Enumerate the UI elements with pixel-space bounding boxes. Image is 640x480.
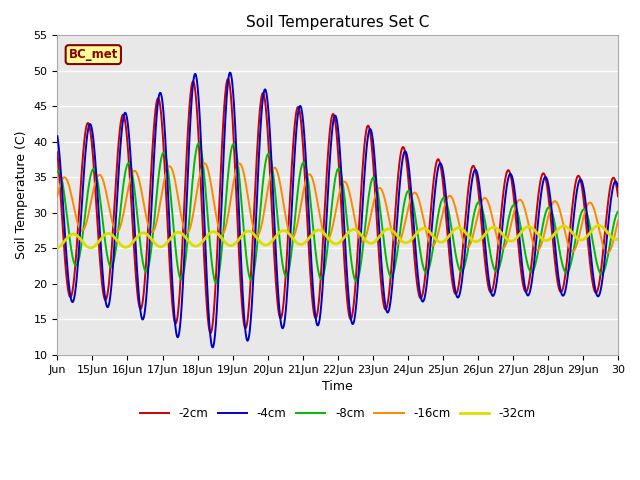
-4cm <box>209 345 216 350</box>
-16cm <box>604 250 611 256</box>
Line: -8cm: -8cm <box>58 144 618 283</box>
-16cm <box>82 221 90 227</box>
-4cm <box>598 279 606 285</box>
-2cm <box>326 121 334 127</box>
Text: BC_met: BC_met <box>68 48 118 61</box>
-16cm <box>201 160 209 166</box>
-2cm <box>312 315 319 321</box>
-32cm <box>598 224 605 229</box>
-16cm <box>614 218 622 224</box>
Title: Soil Temperatures Set C: Soil Temperatures Set C <box>246 15 429 30</box>
X-axis label: Time: Time <box>323 380 353 393</box>
-16cm <box>598 238 605 243</box>
-8cm <box>326 215 334 221</box>
-2cm <box>495 230 503 236</box>
Line: -4cm: -4cm <box>58 72 618 348</box>
-32cm <box>495 227 502 233</box>
Line: -2cm: -2cm <box>58 79 618 333</box>
-32cm <box>54 245 61 251</box>
-4cm <box>598 277 606 283</box>
-8cm <box>54 169 61 175</box>
-4cm <box>326 147 334 153</box>
-32cm <box>595 223 603 228</box>
Line: -16cm: -16cm <box>58 163 618 253</box>
-2cm <box>598 256 606 262</box>
-8cm <box>312 250 319 255</box>
-32cm <box>598 224 606 229</box>
-16cm <box>495 241 503 247</box>
-4cm <box>82 144 90 150</box>
-2cm <box>207 330 214 336</box>
-4cm <box>614 184 622 190</box>
-2cm <box>614 193 622 199</box>
-2cm <box>82 125 90 131</box>
-8cm <box>598 271 606 276</box>
-32cm <box>311 228 319 234</box>
-4cm <box>312 315 319 321</box>
-2cm <box>224 76 232 82</box>
-16cm <box>312 188 319 194</box>
-32cm <box>82 243 90 249</box>
-16cm <box>54 193 61 199</box>
-8cm <box>495 264 503 270</box>
-8cm <box>614 209 622 215</box>
-8cm <box>82 204 90 210</box>
Y-axis label: Soil Temperature (C): Soil Temperature (C) <box>15 131 28 259</box>
-32cm <box>326 238 334 243</box>
-4cm <box>495 256 503 262</box>
-16cm <box>326 232 334 238</box>
-8cm <box>598 271 606 277</box>
Line: -32cm: -32cm <box>58 226 618 248</box>
-4cm <box>227 70 234 75</box>
Legend: -2cm, -4cm, -8cm, -16cm, -32cm: -2cm, -4cm, -8cm, -16cm, -32cm <box>135 402 540 425</box>
-16cm <box>598 239 606 245</box>
-8cm <box>195 141 203 146</box>
-2cm <box>54 149 61 155</box>
-2cm <box>598 259 606 264</box>
-32cm <box>614 236 622 242</box>
-8cm <box>212 280 220 286</box>
-4cm <box>54 133 61 139</box>
